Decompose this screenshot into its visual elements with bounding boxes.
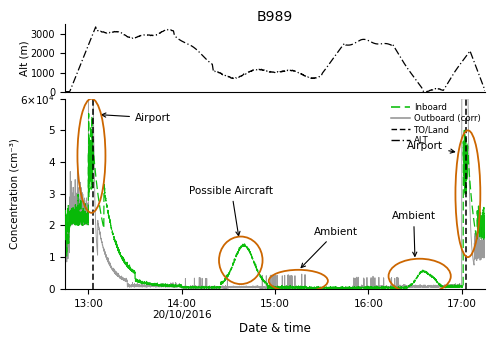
- Y-axis label: Alt (m): Alt (m): [20, 40, 30, 76]
- Y-axis label: Concentration (cm⁻³): Concentration (cm⁻³): [9, 139, 19, 249]
- Text: Ambient: Ambient: [301, 227, 358, 268]
- Line: Outboard (corr): Outboard (corr): [65, 99, 485, 288]
- Inboard: [335, 285, 341, 290]
- Outboard (corr): [222, 284, 228, 288]
- Inboard: [62, 237, 68, 242]
- Inboard: [86, 112, 91, 116]
- Inboard: [138, 280, 144, 285]
- Title: B989: B989: [257, 10, 293, 24]
- Inboard: [408, 284, 414, 288]
- Outboard (corr): [138, 283, 144, 287]
- Outboard (corr): [314, 286, 320, 291]
- Legend: Inboard, Outboard (corr), TO/Land, ALT: Inboard, Outboard (corr), TO/Land, ALT: [387, 100, 484, 149]
- Text: Possible Aircraft: Possible Aircraft: [190, 186, 274, 236]
- Outboard (corr): [62, 242, 68, 246]
- Line: Inboard: Inboard: [65, 114, 485, 288]
- Outboard (corr): [408, 283, 414, 287]
- Inboard: [376, 286, 382, 290]
- Outboard (corr): [376, 285, 382, 289]
- Inboard: [314, 286, 320, 290]
- Outboard (corr): [482, 249, 488, 253]
- Inboard: [482, 224, 488, 229]
- Inboard: [222, 277, 228, 282]
- Outboard (corr): [348, 286, 354, 291]
- Inboard: [356, 286, 362, 291]
- Outboard (corr): [335, 286, 341, 291]
- Text: Airport: Airport: [102, 113, 171, 123]
- Text: Ambient: Ambient: [392, 211, 436, 256]
- X-axis label: Date & time: Date & time: [239, 322, 311, 334]
- Outboard (corr): [86, 97, 91, 101]
- Text: Airport: Airport: [407, 141, 455, 153]
